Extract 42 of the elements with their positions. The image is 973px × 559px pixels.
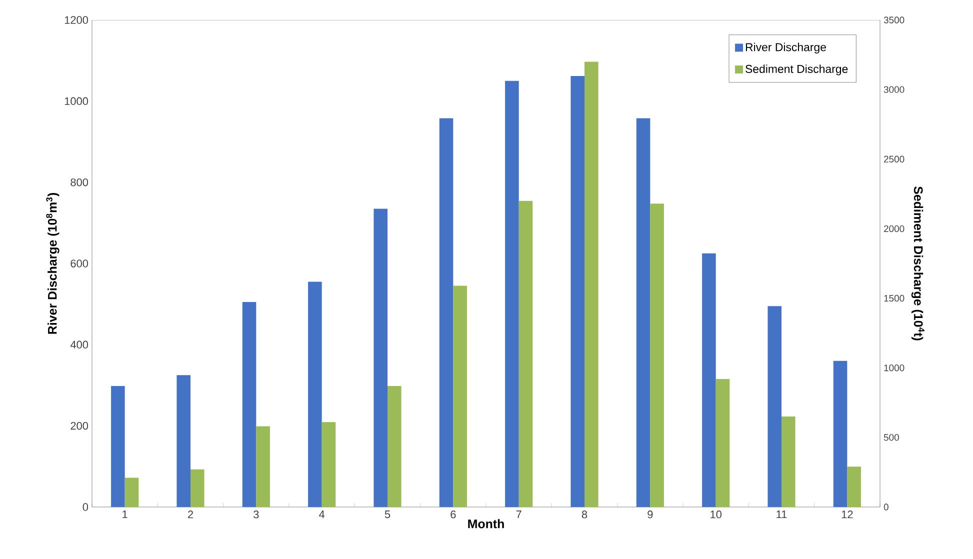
bar bbox=[833, 360, 848, 507]
bar bbox=[847, 466, 861, 507]
x-tick-label: 3 bbox=[254, 510, 259, 518]
y-tick-label: 400 bbox=[70, 340, 88, 349]
y-tick-label: 200 bbox=[70, 422, 88, 430]
x-tick-label: 8 bbox=[582, 510, 588, 518]
bar bbox=[176, 375, 190, 507]
y2-axis-title: Sediment Discharge (10$^{4}$t) bbox=[911, 186, 924, 340]
y-tick-label: 800 bbox=[70, 178, 88, 186]
y2-tick-label: 1000 bbox=[884, 364, 904, 372]
bar bbox=[190, 469, 204, 507]
x-tick-label: 2 bbox=[188, 510, 193, 518]
y2-tick-label: 0 bbox=[884, 504, 888, 510]
y2-tick-label: 3000 bbox=[884, 86, 904, 93]
y2-tick-label: 3500 bbox=[884, 16, 904, 24]
x-tick-label: 6 bbox=[450, 510, 456, 518]
legend-label: Sediment Discharge bbox=[746, 64, 848, 76]
x-tick-label: 1 bbox=[122, 510, 128, 518]
bar bbox=[374, 208, 388, 507]
bar bbox=[124, 478, 139, 507]
y-tick-label: 0 bbox=[82, 503, 88, 511]
bar bbox=[308, 282, 322, 507]
x-axis-title: Month bbox=[468, 519, 504, 528]
y2-tick-label: 1500 bbox=[884, 294, 904, 302]
legend-label: River Discharge bbox=[746, 42, 826, 54]
y-axis-title: River Discharge (10$^{8}$m$^{3}$) bbox=[46, 193, 60, 334]
y-tick-label: 1000 bbox=[64, 97, 88, 106]
x-tick-label: 9 bbox=[648, 510, 653, 518]
x-tick-label: 5 bbox=[384, 510, 390, 518]
x-tick-label: 10 bbox=[710, 510, 722, 518]
x-tick-label: 4 bbox=[319, 510, 325, 518]
bar bbox=[768, 306, 782, 507]
y2-tick-label: 500 bbox=[884, 434, 899, 441]
y2-tick-label: 2500 bbox=[884, 156, 904, 162]
x-tick-label: 7 bbox=[516, 510, 522, 518]
x-tick-label: 11 bbox=[776, 510, 787, 518]
bar bbox=[242, 302, 256, 507]
y-tick-label: 600 bbox=[70, 260, 88, 268]
y2-tick-label: 2000 bbox=[884, 225, 904, 232]
y-tick-label: 1200 bbox=[64, 16, 88, 24]
x-tick-label: 12 bbox=[842, 510, 853, 518]
bar bbox=[111, 386, 125, 507]
